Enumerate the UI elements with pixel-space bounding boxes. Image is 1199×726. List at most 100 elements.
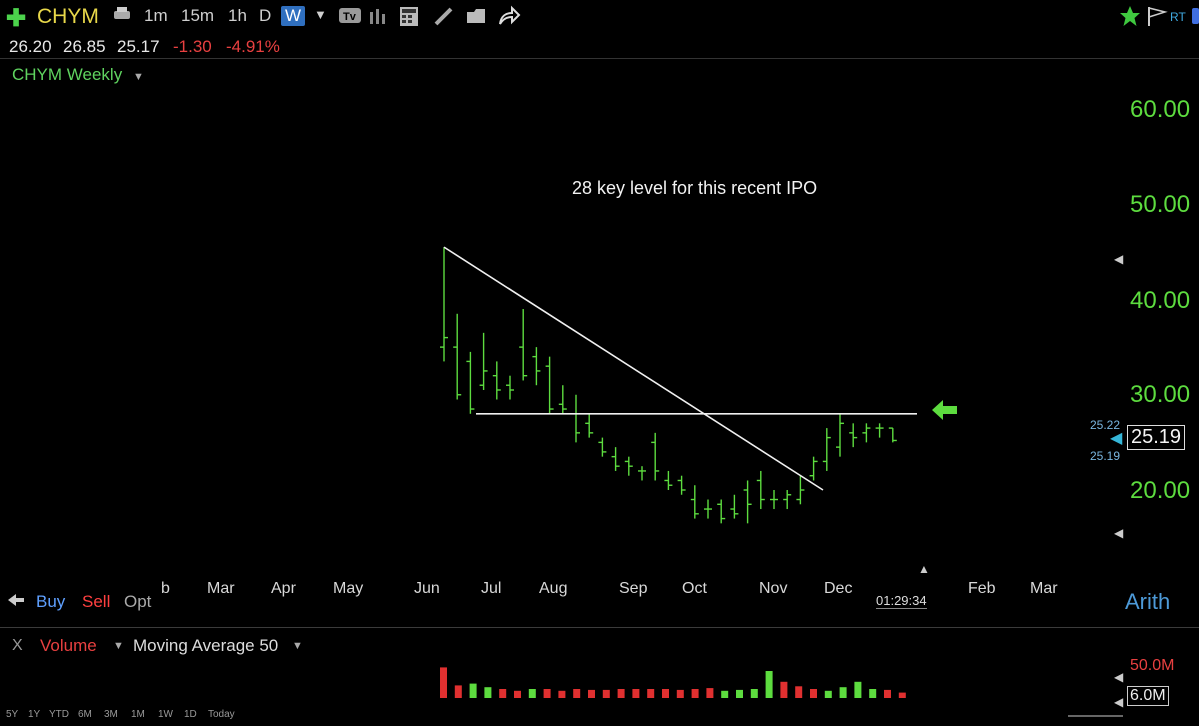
month-jun: Jun — [414, 580, 440, 597]
tf-today[interactable]: Today — [208, 709, 235, 720]
ohlc-bar — [532, 347, 541, 386]
tf-ytd[interactable]: YTD — [49, 709, 69, 720]
star-icon[interactable] — [1118, 4, 1142, 33]
ohlc-bar — [466, 351, 475, 414]
low-price: 25.17 — [117, 37, 160, 56]
chevron-down-icon[interactable]: ▼ — [292, 640, 303, 652]
scrollbar[interactable] — [1068, 715, 1123, 717]
scroll-up-small-icon[interactable]: ▲ — [918, 562, 930, 576]
scroll-volume-icon[interactable]: ◀ — [1114, 670, 1124, 684]
bars-icon[interactable] — [368, 6, 390, 31]
calculator-icon[interactable] — [398, 5, 422, 32]
high-price: 26.85 — [63, 37, 106, 56]
volume-bar — [543, 689, 551, 698]
rt-label: RT — [1170, 10, 1186, 24]
tv-icon[interactable]: Tv — [338, 6, 362, 31]
ohlc-bar — [822, 428, 831, 471]
volume-bar — [765, 671, 773, 698]
volume-bar — [514, 690, 521, 698]
chevron-down-icon: ▼ — [132, 71, 144, 83]
month-may: May — [333, 580, 364, 597]
volume-bar — [662, 689, 669, 698]
ohlc-bar — [743, 480, 752, 524]
month-apr: Apr — [271, 580, 296, 597]
close-study-button[interactable]: X — [12, 637, 23, 654]
volume-bar — [869, 689, 877, 698]
tf-1m[interactable]: 1M — [131, 709, 145, 720]
order-arrows-icon[interactable] — [4, 592, 28, 619]
ohlc-bar — [756, 470, 765, 510]
ohlc-bar — [572, 394, 580, 443]
ohlc-bar — [453, 313, 462, 400]
ohlc-bar — [545, 356, 554, 414]
divider — [0, 58, 1199, 59]
interval-1m[interactable]: 1m — [144, 6, 168, 25]
marker-lower: 25.19 — [1090, 449, 1121, 463]
buy-button[interactable]: Buy — [36, 592, 66, 611]
volume-bar — [824, 690, 832, 698]
ohlc-bar — [638, 466, 646, 481]
interval-d[interactable]: D — [259, 6, 272, 25]
volume-bar — [558, 690, 566, 698]
ohlc-bar — [717, 499, 726, 524]
ohlc-bar — [651, 432, 660, 481]
month-oct: Oct — [682, 580, 707, 597]
ohlc-bar — [492, 361, 501, 400]
volume-chart[interactable] — [0, 628, 1110, 704]
tf-1d[interactable]: 1D — [184, 709, 197, 720]
tf-6m[interactable]: 6M — [78, 709, 92, 720]
volume-bar — [810, 689, 817, 698]
volume-bar — [854, 681, 862, 698]
ma-study-label[interactable]: Moving Average 50 — [133, 636, 279, 655]
volume-bar — [647, 689, 655, 698]
sell-button[interactable]: Sell — [82, 592, 111, 611]
share-icon[interactable] — [496, 4, 522, 33]
printer-icon[interactable] — [112, 4, 132, 29]
price-label-50: 50.00 — [1130, 191, 1191, 218]
ohlc-bar — [888, 427, 897, 443]
panel-divider[interactable] — [0, 627, 1199, 628]
volume-bar — [795, 686, 803, 698]
chevron-down-icon[interactable]: ▼ — [113, 640, 124, 652]
month-nov: Nov — [759, 580, 788, 597]
folder-icon[interactable] — [464, 5, 488, 32]
volume-bar — [588, 689, 595, 698]
tf-1y[interactable]: 1Y — [28, 709, 41, 720]
trendline — [443, 246, 824, 491]
ohlc-bar — [624, 456, 633, 476]
ohlc-bar — [506, 375, 514, 400]
volume-bar — [676, 689, 684, 698]
link-icon[interactable] — [1192, 8, 1199, 29]
interval-15m[interactable]: 15m — [181, 6, 215, 25]
volume-bar — [706, 688, 714, 698]
volume-bar — [898, 692, 906, 698]
tf-5y[interactable]: 5Y — [6, 709, 19, 720]
chevron-down-icon[interactable]: ▼ — [314, 7, 327, 22]
interval-w[interactable]: W — [281, 6, 306, 26]
month-mar-2: Mar — [1030, 580, 1058, 597]
study-title[interactable]: CHYM Weekly ▼ — [12, 65, 144, 85]
volume-bar — [602, 689, 610, 698]
add-icon[interactable]: ✚ — [6, 5, 27, 32]
toolbar: ✚ CHYM 1m 15m 1h D W ▼ Tv RT — [0, 0, 1199, 34]
volume-bar — [528, 689, 536, 698]
volume-bar — [780, 681, 788, 698]
scale-mode-toggle[interactable]: Arith — [1125, 589, 1171, 614]
month-aug: Aug — [539, 580, 568, 597]
scroll-down-icon[interactable]: ◀ — [1114, 526, 1124, 540]
tf-1w[interactable]: 1W — [158, 709, 173, 720]
scroll-volume-down-icon[interactable]: ◀ — [1114, 695, 1124, 709]
arrow-left-icon — [930, 398, 960, 427]
flag-icon[interactable] — [1146, 5, 1168, 32]
price-chart[interactable] — [0, 60, 1110, 570]
symbol-label[interactable]: CHYM — [37, 5, 99, 28]
options-button[interactable]: Opt — [124, 592, 152, 611]
scroll-up-icon[interactable]: ◀ — [1114, 252, 1124, 266]
interval-1h[interactable]: 1h — [228, 6, 247, 25]
volume-study-label[interactable]: Volume — [40, 636, 97, 655]
price-label-60: 60.00 — [1130, 96, 1191, 123]
pencil-icon[interactable] — [433, 5, 455, 32]
ohlc-bar — [809, 456, 818, 481]
tf-3m[interactable]: 3M — [104, 709, 118, 720]
month-feb: Feb — [968, 580, 996, 597]
